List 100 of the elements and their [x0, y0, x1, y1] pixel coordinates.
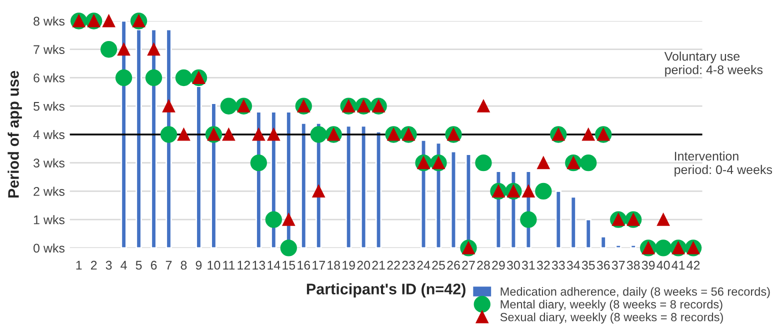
- point: [312, 184, 325, 198]
- x-tick-label: 42: [686, 260, 700, 270]
- x-tick-label: 26: [447, 260, 460, 270]
- y-tick-label: 7 wks: [34, 44, 65, 54]
- x-tick-label: 22: [387, 260, 400, 270]
- point: [148, 43, 160, 56]
- point: [175, 69, 192, 86]
- x-tick-label: 2: [90, 260, 97, 270]
- legend-label: Mental diary, weekly (8 weeks = 8 records): [500, 300, 722, 311]
- bar: [360, 125, 367, 248]
- y-tick-label: 0 wks: [34, 243, 65, 253]
- legend-label: Medication adherence, daily (8 weeks = 56 records): [500, 287, 770, 298]
- x-tick-label: 25: [432, 260, 445, 270]
- x-tick-label: 14: [268, 260, 280, 270]
- x-tick-label: 10: [208, 260, 220, 270]
- x-tick-label: 19: [342, 260, 355, 270]
- x-tick-label: 20: [357, 260, 370, 270]
- x-tick-label: 1: [76, 260, 82, 270]
- point: [222, 128, 235, 141]
- point: [475, 154, 492, 172]
- point: [265, 211, 282, 228]
- point: [250, 154, 268, 172]
- point: [657, 213, 670, 226]
- x-tick-label: 24: [417, 260, 430, 270]
- bar: [300, 122, 307, 248]
- x-tick-label: 18: [328, 260, 340, 270]
- point: [520, 211, 537, 228]
- point: [177, 128, 190, 141]
- bar: [136, 28, 142, 248]
- x-tick-label: 23: [402, 260, 415, 270]
- bar: [450, 150, 457, 248]
- x-tick-label: 3: [106, 260, 112, 270]
- point: [118, 43, 130, 56]
- point: [582, 128, 595, 141]
- bar: [615, 244, 622, 248]
- x-tick-label: 12: [238, 260, 250, 270]
- x-tick-label: 41: [672, 260, 685, 270]
- point: [252, 128, 265, 141]
- y-tick-label: 2 wks: [34, 186, 65, 196]
- y-tick-label: 1 wks: [34, 215, 65, 224]
- x-tick-label: 32: [536, 260, 550, 270]
- point: [310, 126, 327, 143]
- bar: [630, 244, 636, 248]
- y-tick-label: 3 wks: [34, 158, 65, 168]
- point: [654, 240, 672, 256]
- x-tick-label: 9: [196, 260, 202, 270]
- bar: [120, 20, 127, 248]
- point: [115, 69, 132, 86]
- bar: [346, 125, 352, 248]
- x-tick-label: 6: [150, 260, 157, 270]
- point: [280, 240, 297, 256]
- y-tick-label: 8 wks: [34, 16, 65, 26]
- x-tick-label: 40: [656, 260, 670, 270]
- x-tick-label: 17: [312, 260, 325, 270]
- bar: [585, 218, 592, 248]
- bar: [196, 86, 202, 248]
- x-tick-label: 28: [477, 260, 490, 270]
- point: [537, 156, 550, 170]
- annotation: Intervention period: 0-4 weeks: [674, 151, 772, 177]
- x-tick-label: 31: [522, 260, 535, 270]
- bar: [600, 236, 606, 248]
- x-tick-label: 7: [166, 260, 172, 270]
- point: [267, 128, 280, 141]
- legend-label: Sexual diary, weekly (8 weeks = 8 records): [500, 312, 723, 324]
- y-tick-label: 6 wks: [34, 73, 65, 82]
- x-tick-label: 27: [462, 260, 475, 270]
- x-tick-label: 5: [136, 260, 142, 270]
- point: [100, 41, 118, 58]
- x-tick-label: 39: [642, 260, 655, 270]
- point: [535, 182, 552, 200]
- point: [522, 184, 535, 198]
- annotation: Voluntary use period: 4-8 weeks: [664, 52, 763, 77]
- x-tick-label: 21: [372, 260, 385, 270]
- y-axis-title: Period of app use: [8, 70, 22, 198]
- x-tick-label: 29: [492, 260, 505, 270]
- x-tick-label: 33: [552, 260, 565, 270]
- bar: [555, 190, 562, 248]
- point: [160, 126, 178, 143]
- x-tick-label: 38: [626, 260, 640, 270]
- x-tick-label: 16: [298, 260, 310, 270]
- x-tick-label: 8: [180, 260, 187, 270]
- x-tick-label: 11: [223, 260, 235, 270]
- x-tick-label: 15: [282, 260, 296, 270]
- point: [282, 213, 295, 226]
- x-tick-label: 34: [566, 260, 580, 270]
- x-tick-label: 37: [612, 260, 625, 270]
- x-tick-label: 36: [596, 260, 610, 270]
- y-tick-label: 4 wks: [33, 130, 65, 140]
- bar: [375, 130, 382, 248]
- x-axis-title: Participant's ID (n=42): [306, 283, 466, 298]
- point: [220, 98, 238, 114]
- x-tick-label: 4: [120, 260, 127, 270]
- point: [145, 69, 162, 86]
- bar: [570, 196, 576, 248]
- y-tick-label: 5 wks: [34, 102, 65, 111]
- point: [580, 154, 597, 172]
- point: [477, 100, 490, 112]
- x-tick-label: 35: [582, 260, 595, 270]
- x-tick-label: 30: [506, 260, 520, 270]
- point: [102, 14, 116, 28]
